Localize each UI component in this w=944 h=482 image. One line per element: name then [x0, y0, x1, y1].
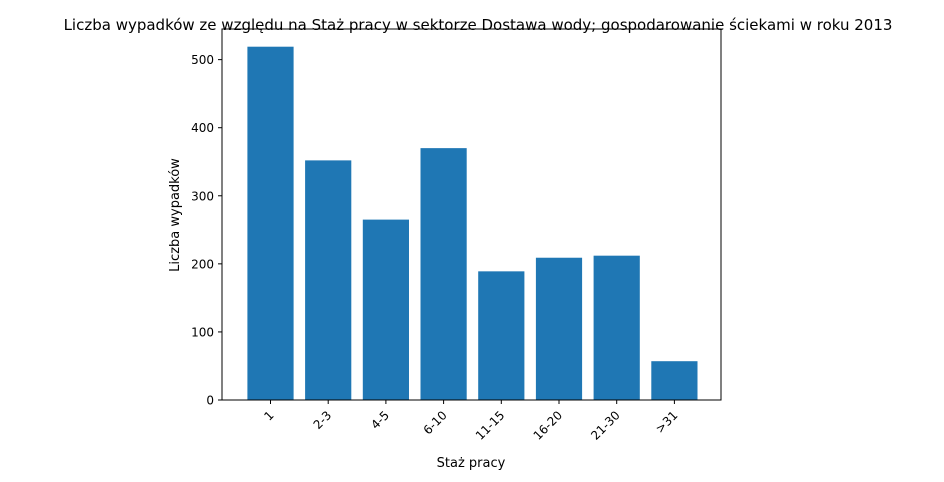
bar-1 — [305, 160, 352, 400]
bar-7 — [651, 361, 698, 400]
bar-6 — [593, 255, 640, 400]
y-tick-label-5: 500 — [191, 53, 214, 67]
y-tick-label-0: 0 — [206, 394, 214, 408]
x-axis: 1 2-3 4-5 6-10 11-15 16-20 21-30 >31 — [261, 400, 681, 443]
y-tick-label-4: 400 — [191, 121, 214, 135]
chart-title: Liczba wypadków ze względu na Staż pracy… — [64, 16, 893, 34]
y-tick-label-3: 300 — [191, 189, 214, 203]
x-tick-label-6: 21-30 — [588, 408, 623, 443]
bar-0 — [247, 46, 294, 400]
x-tick-label-7: >31 — [653, 408, 681, 436]
x-tick-label-0: 1 — [261, 408, 276, 423]
x-tick-label-3: 6-10 — [421, 408, 450, 437]
plot-frame — [221, 28, 722, 401]
bars-group — [247, 46, 698, 400]
y-axis-label: Liczba wypadków — [168, 158, 183, 272]
bar-4 — [478, 271, 525, 400]
y-tick-label-2: 200 — [191, 257, 214, 271]
bar-5 — [535, 257, 583, 400]
bar-3 — [420, 148, 467, 400]
y-tick-label-1: 100 — [191, 325, 214, 339]
x-tick-label-1: 2-3 — [311, 408, 335, 432]
x-tick-label-4: 11-15 — [473, 408, 508, 443]
x-axis-label: Staż pracy — [437, 456, 506, 471]
x-tick-label-2: 4-5 — [368, 408, 392, 432]
x-tick-label-5: 16-20 — [531, 408, 566, 443]
y-axis: 0 100 200 300 400 500 — [191, 53, 222, 408]
bar-2 — [362, 219, 409, 400]
